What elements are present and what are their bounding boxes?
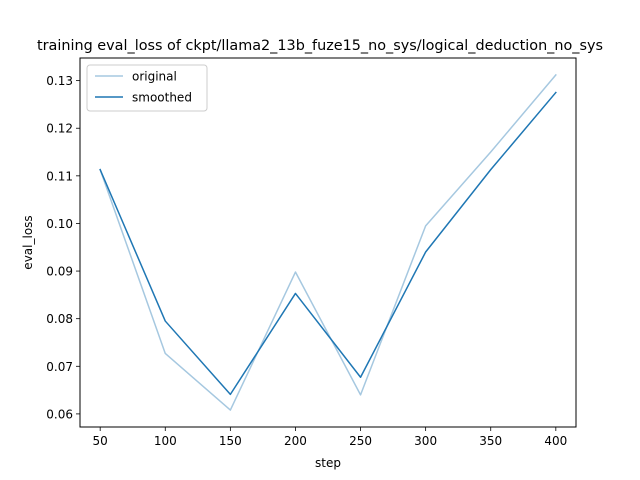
y-tick-label: 0.12 — [46, 122, 73, 136]
y-tick-label: 0.07 — [46, 360, 73, 374]
legend-label-original: original — [132, 70, 177, 84]
series-line-original — [99, 73, 557, 411]
series-line-smoothed — [99, 91, 557, 396]
x-tick-label: 150 — [219, 434, 242, 448]
y-tick-label: 0.10 — [46, 217, 73, 231]
x-axis-label: step — [315, 456, 341, 470]
axes-frame — [79, 57, 577, 428]
y-tick-label: 0.09 — [46, 265, 73, 279]
x-tick-label: 50 — [93, 434, 108, 448]
y-axis-label: eval_loss — [21, 215, 35, 269]
x-tick-label: 350 — [479, 434, 502, 448]
x-tick-label: 200 — [284, 434, 307, 448]
chart-title: training eval_loss of ckpt/llama2_13b_fu… — [37, 38, 603, 54]
y-tick-label: 0.08 — [46, 312, 73, 326]
x-tick-label: 400 — [544, 434, 567, 448]
x-tick-label: 250 — [349, 434, 372, 448]
y-tick-label: 0.06 — [46, 407, 73, 421]
plot-area: 50 100 150 200 250 300 350 400 0.06 0.07 0.08 0.09 0… — [46, 73, 567, 448]
legend: original smoothed — [86, 64, 208, 112]
x-tick-label: 300 — [414, 434, 437, 448]
legend-label-smoothed: smoothed — [132, 91, 192, 105]
x-tick-label: 100 — [154, 434, 177, 448]
y-tick-label: 0.13 — [46, 74, 73, 88]
y-tick-label: 0.11 — [46, 169, 73, 183]
